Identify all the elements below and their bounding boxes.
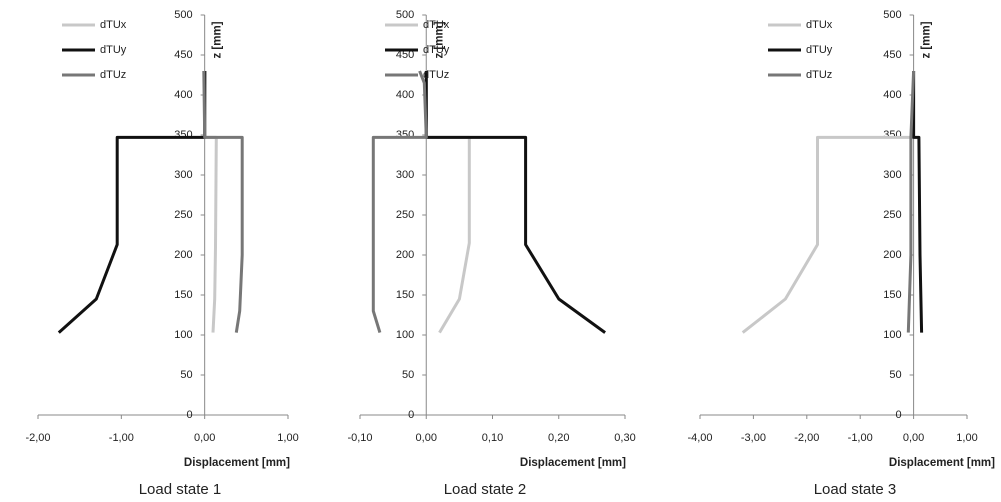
y-tick-label: 0 [895, 409, 901, 421]
legend-label: dTUy [423, 44, 450, 56]
y-tick-label: 300 [883, 169, 901, 181]
legend-label: dTUx [423, 19, 450, 31]
x-tick-label: -2,00 [25, 432, 50, 444]
x-axis-label: Displacement [mm] [184, 457, 290, 469]
series-line [424, 71, 471, 334]
y-tick-label: 500 [174, 9, 192, 21]
legend-label: dTUx [806, 19, 833, 31]
y-tick-label: 200 [174, 249, 192, 261]
y-tick-label: 350 [396, 129, 414, 141]
y-tick-label: 450 [174, 49, 192, 61]
y-tick-label: 200 [396, 249, 414, 261]
y-tick-label: 0 [408, 409, 414, 421]
x-axis-label: Displacement [mm] [520, 457, 626, 469]
x-tick-label: -2,00 [794, 432, 819, 444]
y-tick-label: 450 [883, 49, 901, 61]
y-tick-label: 250 [174, 209, 192, 221]
chart-title: Load state 3 [814, 481, 897, 498]
series-line [203, 70, 218, 333]
y-tick-label: 500 [396, 9, 414, 21]
y-tick-label: 250 [396, 209, 414, 221]
y-tick-label: 50 [180, 369, 192, 381]
x-tick-label: -1,00 [848, 432, 873, 444]
legend-label: dTUz [423, 69, 449, 81]
y-axis-label: z [mm] [212, 21, 224, 58]
series-line [202, 70, 244, 333]
x-tick-label: 0,30 [614, 432, 635, 444]
series-line [912, 71, 924, 333]
y-tick-label: 450 [396, 49, 414, 61]
y-tick-label: 350 [174, 129, 192, 141]
x-tick-label: -4,00 [687, 432, 712, 444]
y-tick-label: 300 [396, 169, 414, 181]
y-tick-label: 150 [883, 289, 901, 301]
legend-label: dTUy [100, 44, 127, 56]
series-line [906, 70, 916, 333]
y-tick-label: 50 [889, 369, 901, 381]
y-axis-label: z [mm] [921, 21, 933, 58]
legend-label: dTUz [806, 69, 832, 81]
y-tick-label: 300 [174, 169, 192, 181]
x-tick-label: 0,00 [194, 432, 215, 444]
chart-title: Load state 2 [444, 481, 527, 498]
legend-label: dTUz [100, 69, 126, 81]
y-tick-label: 500 [883, 9, 901, 21]
y-tick-label: 100 [396, 329, 414, 341]
y-tick-label: 100 [883, 329, 901, 341]
y-axis-label: z [mm] [433, 21, 445, 58]
x-tick-label: 0,10 [482, 432, 503, 444]
y-tick-label: 400 [396, 89, 414, 101]
y-tick-label: 400 [174, 89, 192, 101]
x-tick-label: 1,00 [956, 432, 977, 444]
y-tick-label: 150 [396, 289, 414, 301]
x-tick-label: -3,00 [741, 432, 766, 444]
x-tick-label: 0,00 [903, 432, 924, 444]
x-tick-label: -0,10 [347, 432, 372, 444]
x-tick-label: 0,00 [416, 432, 437, 444]
y-tick-label: 250 [883, 209, 901, 221]
series-line [371, 70, 428, 334]
y-tick-label: 0 [187, 409, 193, 421]
x-tick-label: -1,00 [109, 432, 134, 444]
legend-label: dTUy [806, 44, 833, 56]
x-axis-label: Displacement [mm] [889, 457, 995, 469]
y-tick-label: 100 [174, 329, 192, 341]
y-tick-label: 200 [883, 249, 901, 261]
chart-title: Load state 1 [139, 481, 222, 498]
y-tick-label: 150 [174, 289, 192, 301]
x-tick-label: 0,20 [548, 432, 569, 444]
y-tick-label: 400 [883, 89, 901, 101]
series-line [424, 71, 606, 334]
legend-label: dTUx [100, 19, 127, 31]
x-tick-label: 1,00 [277, 432, 298, 444]
y-tick-label: 50 [402, 369, 414, 381]
y-tick-label: 350 [883, 129, 901, 141]
